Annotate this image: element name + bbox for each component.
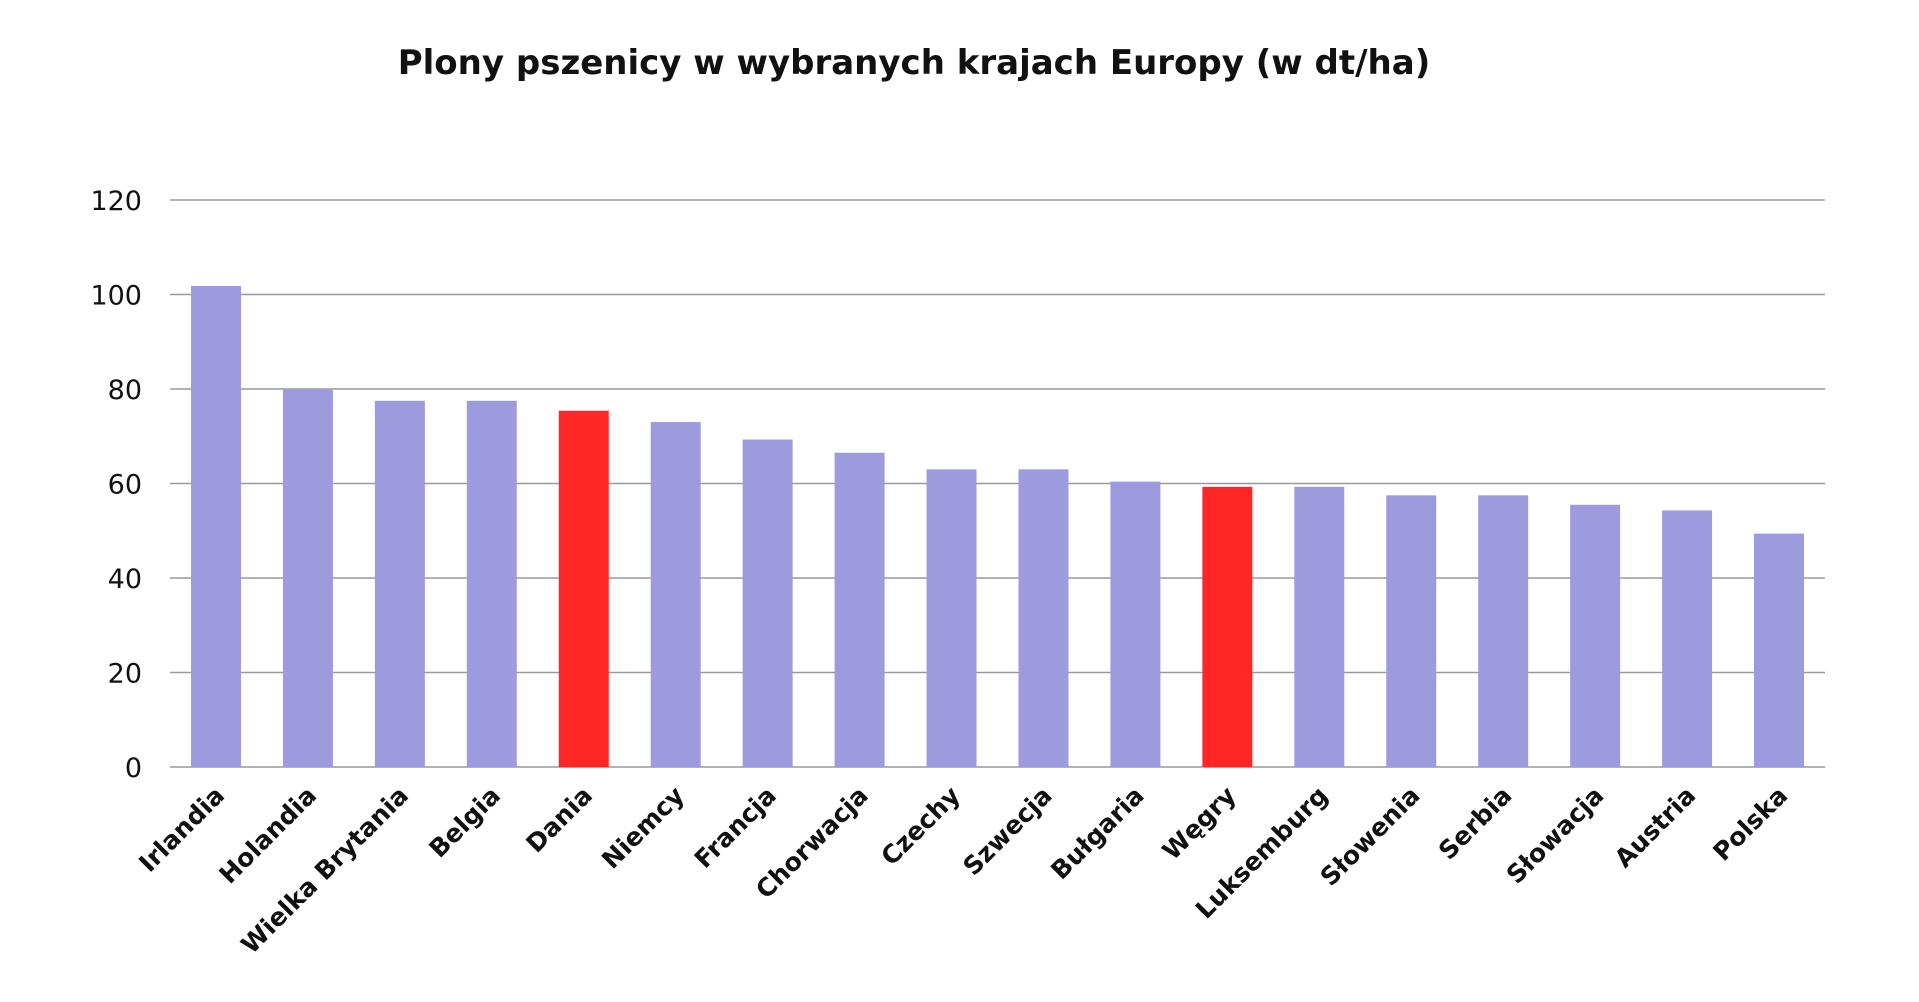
bar-słowenia xyxy=(1386,495,1437,767)
y-tick-label: 120 xyxy=(90,186,142,217)
y-tick-label: 60 xyxy=(108,470,142,501)
bar-niemcy xyxy=(650,422,701,767)
bar-francja xyxy=(742,439,793,767)
bar-luksemburg xyxy=(1294,486,1345,767)
bar-wielka-brytania xyxy=(374,400,425,767)
bar-polska xyxy=(1754,533,1805,767)
x-tick-label: Bułgaria xyxy=(1045,781,1149,885)
x-tick-label: Słowacja xyxy=(1501,781,1610,890)
y-tick-label: 20 xyxy=(108,659,142,690)
x-tick-label: Polska xyxy=(1707,781,1793,867)
bar-austria xyxy=(1662,510,1713,767)
bar-węgry xyxy=(1202,486,1253,767)
x-tick-label: Dania xyxy=(520,781,598,859)
x-tick-label: Irlandia xyxy=(133,781,230,878)
bar-irlandia xyxy=(190,285,241,767)
y-tick-label: 100 xyxy=(90,281,142,312)
x-tick-label: Wielka Brytania xyxy=(235,781,414,960)
x-tick-label: Szwecja xyxy=(957,781,1057,881)
y-tick-label: 0 xyxy=(125,753,142,784)
bar-belgia xyxy=(466,400,517,767)
x-tick-label: Węgry xyxy=(1157,781,1242,866)
x-tick-label: Niemcy xyxy=(596,781,690,875)
bar-serbia xyxy=(1478,495,1529,767)
y-tick-label: 80 xyxy=(108,375,142,406)
x-tick-label: Słowenia xyxy=(1315,781,1426,892)
y-tick-label: 40 xyxy=(108,564,142,595)
bar-bułgaria xyxy=(1110,481,1161,767)
bar-szwecja xyxy=(1018,469,1069,767)
bar-dania xyxy=(558,410,609,767)
bar-czechy xyxy=(926,469,977,767)
x-tick-label: Austria xyxy=(1609,781,1701,873)
bar-słowacja xyxy=(1570,504,1621,767)
chart-title: Plony pszenicy w wybranych krajach Europ… xyxy=(398,43,1431,83)
x-tick-label: Francja xyxy=(689,781,782,874)
x-tick-label: Czechy xyxy=(875,781,965,871)
x-tick-label: Serbia xyxy=(1433,781,1518,866)
bar-chorwacja xyxy=(834,452,885,767)
bar-holandia xyxy=(282,389,333,767)
x-tick-label: Belgia xyxy=(423,781,506,864)
